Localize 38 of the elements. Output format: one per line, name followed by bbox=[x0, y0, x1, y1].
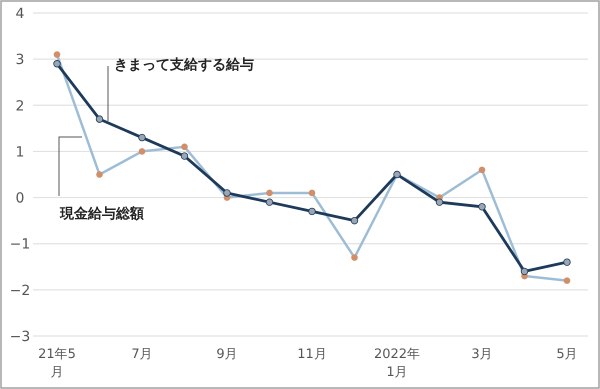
x-tick-label: 5月 bbox=[556, 347, 578, 362]
point bbox=[564, 277, 570, 284]
x-tick-label: 9月 bbox=[216, 347, 238, 362]
y-tick-label: −3 bbox=[10, 329, 30, 345]
point bbox=[223, 189, 231, 197]
point bbox=[563, 258, 571, 266]
point bbox=[96, 171, 103, 178]
point bbox=[180, 152, 188, 160]
text: きまって支給する給与 bbox=[114, 57, 254, 73]
point bbox=[308, 190, 316, 196]
point bbox=[138, 148, 146, 155]
x-tick-label: 11月 bbox=[297, 347, 327, 362]
y-tick-label: 3 bbox=[16, 52, 24, 68]
y-tick-label: 0 bbox=[16, 190, 24, 207]
point bbox=[520, 268, 528, 276]
point bbox=[53, 60, 61, 68]
y-tick-label: −2 bbox=[10, 282, 30, 299]
point bbox=[478, 203, 486, 210]
point bbox=[350, 216, 358, 224]
text: 現金給与総額 bbox=[59, 205, 144, 222]
y-tick-label: 1 bbox=[16, 144, 24, 160]
x-tick-label: 7月 bbox=[131, 347, 153, 362]
point bbox=[181, 144, 188, 150]
y-tick-label: 4 bbox=[16, 6, 25, 22]
point bbox=[436, 198, 444, 206]
point bbox=[266, 198, 274, 206]
x-tick-label: 21年5 月 bbox=[38, 347, 76, 380]
point bbox=[266, 190, 273, 196]
point bbox=[308, 208, 316, 216]
point bbox=[96, 115, 104, 123]
point bbox=[478, 166, 486, 174]
y-tick-label: 2 bbox=[16, 98, 24, 114]
point bbox=[138, 134, 146, 142]
point bbox=[54, 51, 60, 58]
x-tick-label: 3月 bbox=[471, 347, 493, 362]
point bbox=[351, 254, 358, 261]
x-tick-label: 2022年 1月 bbox=[374, 347, 420, 380]
y-tick-label: −1 bbox=[10, 236, 30, 253]
